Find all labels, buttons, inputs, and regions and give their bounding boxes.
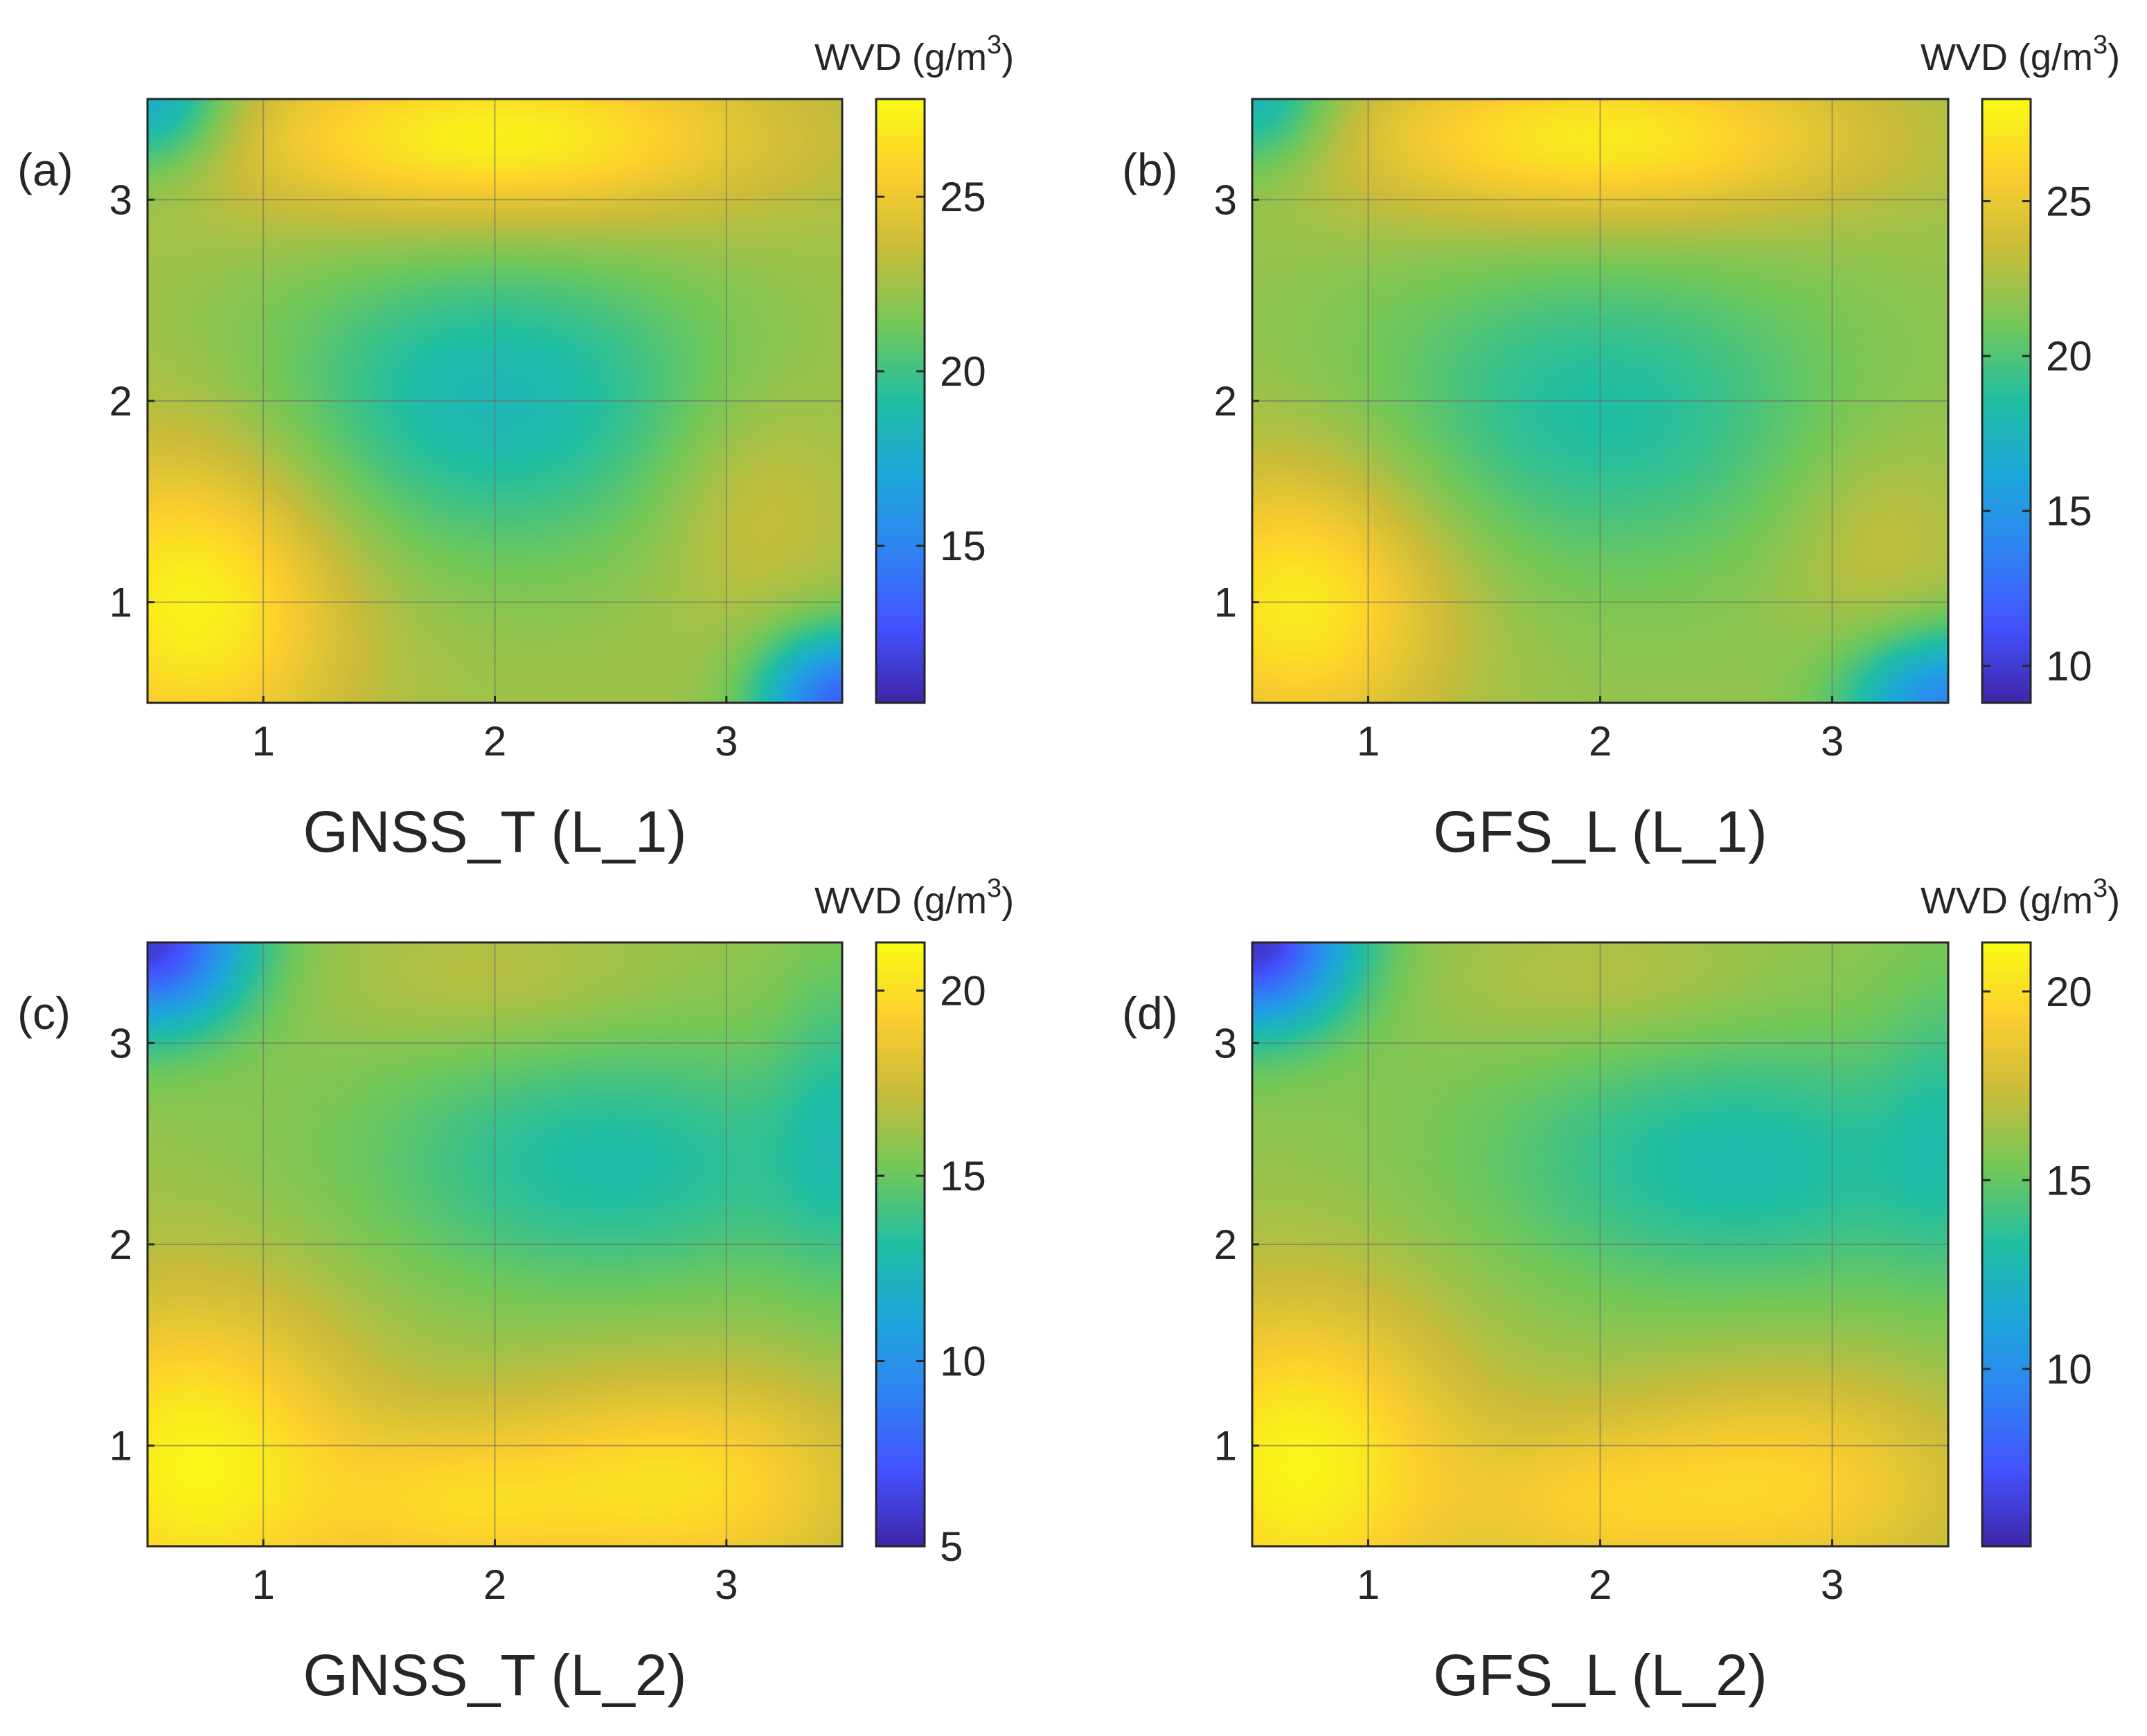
panel-0: 1 2 3 1 2 3 GNSS_T (L_1) (a) 15 20 25 WVD (g/m3) <box>17 30 1014 864</box>
x-tick-label: 2 <box>1589 718 1612 764</box>
x-tick-label: 2 <box>1589 1561 1612 1608</box>
panel-label: (b) <box>1122 144 1178 195</box>
colorbar-tick-label: 10 <box>940 1339 986 1385</box>
colorbar-frame <box>1981 941 2032 1548</box>
colorbar-frame <box>875 941 926 1548</box>
colorbar-title: WVD (g/m3) <box>814 874 1014 922</box>
x-axis-label: GNSS_T (L_2) <box>303 1643 687 1708</box>
colorbar-tick-label: 20 <box>2046 969 2092 1015</box>
x-tick-label: 3 <box>1821 1561 1844 1608</box>
colorbar-tick-label: 15 <box>940 523 986 569</box>
y-tick-label: 3 <box>1214 1020 1237 1066</box>
colorbar <box>1982 942 2031 1546</box>
y-tick-label: 1 <box>109 1423 132 1469</box>
y-tick-label: 3 <box>109 177 132 223</box>
x-tick-label: 1 <box>1357 718 1380 764</box>
colorbar-tick-label: 15 <box>2046 1157 2092 1203</box>
x-axis-label: GFS_L (L_2) <box>1433 1643 1767 1708</box>
x-tick-label: 1 <box>251 1561 274 1608</box>
colorbar-title: WVD (g/m3) <box>814 30 1014 78</box>
x-tick-label: 3 <box>715 718 738 764</box>
x-tick-label: 2 <box>483 1561 506 1608</box>
panel-label: (d) <box>1122 987 1178 1039</box>
colorbar-tick-label: 25 <box>940 174 986 220</box>
x-tick-label: 1 <box>1357 1561 1380 1608</box>
colorbar <box>876 99 925 703</box>
x-tick-label: 3 <box>715 1561 738 1608</box>
colorbar-tick-label: 10 <box>2046 643 2092 689</box>
colorbar-tick-label: 15 <box>2046 488 2092 535</box>
colorbar-tick-label: 5 <box>940 1523 963 1570</box>
panel-label: (a) <box>17 144 73 195</box>
y-tick-label: 1 <box>1214 1423 1237 1469</box>
colorbar-title: WVD (g/m3) <box>1921 874 2120 922</box>
colorbar-frame <box>875 98 926 704</box>
colorbar-tick-label: 20 <box>2046 333 2092 379</box>
colorbar-tick-label: 25 <box>2046 179 2092 225</box>
panel-label: (c) <box>17 987 71 1039</box>
y-tick-label: 3 <box>109 1020 132 1066</box>
colorbar-tick-label: 15 <box>940 1153 986 1199</box>
y-tick-label: 2 <box>109 1222 132 1268</box>
panel-2: 1 2 3 1 2 3 GNSS_T (L_2) (c) 5 10 15 20 WVD (g/m3) <box>17 874 1014 1708</box>
colorbar-tick-label: 20 <box>940 968 986 1014</box>
colorbar-title: WVD (g/m3) <box>1921 30 2120 78</box>
panel-1: 1 2 3 1 2 3 GFS_L (L_1) (b) 10 15 20 25 WVD (g/m3) <box>1122 30 2120 864</box>
x-axis-label: GFS_L (L_1) <box>1433 799 1767 864</box>
y-tick-label: 1 <box>109 580 132 626</box>
x-axis-label: GNSS_T (L_1) <box>303 799 687 864</box>
y-tick-label: 2 <box>1214 378 1237 424</box>
y-tick-label: 1 <box>1214 580 1237 626</box>
x-tick-label: 3 <box>1821 718 1844 764</box>
colorbar-frame <box>1981 98 2032 704</box>
y-tick-label: 3 <box>1214 177 1237 223</box>
y-tick-label: 2 <box>109 378 132 424</box>
colorbar-tick-label: 20 <box>940 348 986 395</box>
colorbar <box>1982 99 2031 703</box>
colorbar <box>876 942 925 1546</box>
panel-3: 1 2 3 1 2 3 GFS_L (L_2) (d) 10 15 20 WVD (g/m3) <box>1122 874 2120 1708</box>
colorbar-tick-label: 10 <box>2046 1346 2092 1393</box>
y-tick-label: 2 <box>1214 1222 1237 1268</box>
x-tick-label: 1 <box>251 718 274 764</box>
x-tick-label: 2 <box>483 718 506 764</box>
